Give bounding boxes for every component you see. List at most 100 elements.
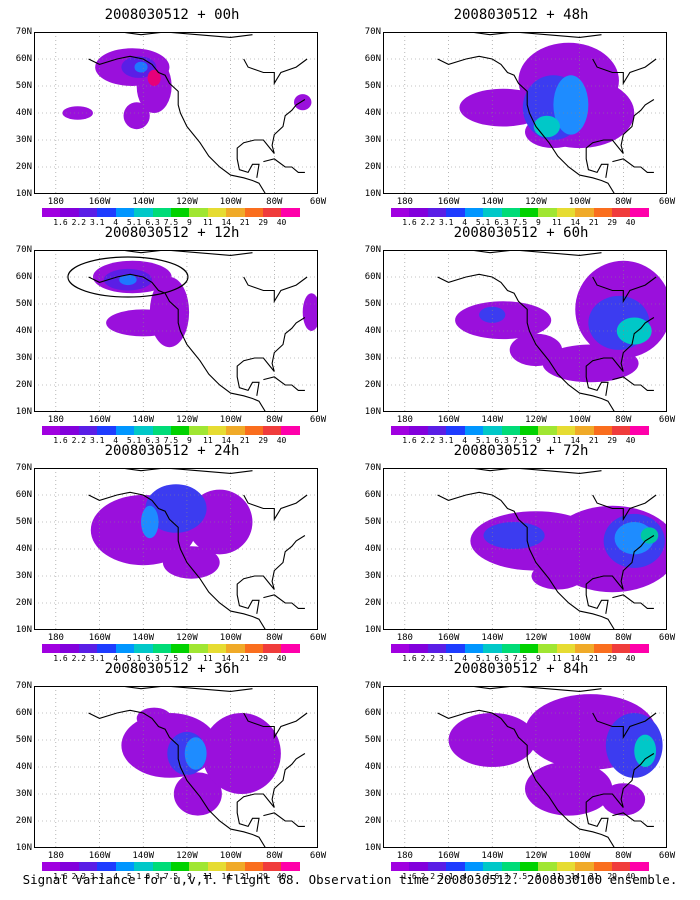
- colorbar-swatch: [207, 208, 227, 217]
- panel-title: 2008030512 + 24h: [104, 443, 240, 459]
- lon-label: 160W: [437, 851, 460, 861]
- colorbar-swatch: [575, 208, 594, 217]
- variance-contour: [525, 761, 613, 816]
- colorbar-label: 9: [187, 654, 192, 663]
- map-panel: 2008030512 + 00h 70N 60N 50N 40N 30N 20N 10N 180…: [2, 6, 342, 227]
- colorbar-label: 1.6: [402, 436, 417, 445]
- colorbar-swatch: [152, 644, 171, 653]
- colorbar-label: 5.1: [475, 218, 491, 227]
- colorbar-label: 14: [221, 218, 232, 227]
- lon-label: 100W: [219, 633, 242, 643]
- colorbar-swatch: [575, 862, 594, 871]
- variance-contour: [455, 301, 552, 340]
- colorbar-label: 5.1: [475, 436, 491, 445]
- colorbar-label: 21: [239, 654, 250, 663]
- variance-contour: [145, 484, 207, 533]
- colorbar-label: 5.1: [475, 654, 491, 663]
- lon-label: 180: [47, 197, 64, 207]
- colorbar-label: 6.3: [145, 872, 160, 881]
- lat-label: 10N: [15, 189, 32, 199]
- lon-label: 60W: [658, 415, 676, 425]
- colorbar-swatch: [483, 208, 502, 217]
- colorbar-label: 14: [221, 654, 232, 663]
- colorbar-label: 6.3: [145, 218, 160, 227]
- coastline: [448, 32, 602, 38]
- coastline: [612, 594, 654, 609]
- coastline: [592, 58, 657, 86]
- variance-contour: [202, 713, 281, 794]
- coastline: [612, 812, 654, 827]
- colorbar-label: 4: [462, 436, 468, 445]
- lat-label: 10N: [15, 843, 32, 853]
- colorbar-label: 1.6: [53, 654, 68, 663]
- lon-label: 80W: [615, 851, 632, 861]
- lon-label: 60W: [658, 197, 676, 207]
- colorbar-label: 6.3: [145, 436, 160, 445]
- colorbar-label: 21: [588, 654, 599, 663]
- lat-label: 50N: [15, 81, 32, 91]
- variance-contour: [634, 734, 657, 767]
- lat-label: 30N: [364, 135, 381, 145]
- colorbar-label: 2.2: [71, 872, 87, 881]
- colorbar-label: 11: [203, 872, 213, 881]
- colorbar: [42, 644, 300, 653]
- lon-label: 80W: [615, 197, 632, 207]
- colorbar-swatch: [42, 644, 61, 653]
- map-panel: 2008030512 + 36h 70N 60N 50N 40N 30N 20N 10N 180…: [2, 660, 342, 881]
- colorbar-label: 11: [552, 872, 562, 881]
- colorbar-label: 2.2: [71, 654, 87, 663]
- lon-label: 60W: [658, 851, 676, 861]
- map-panel: 2008030512 + 48h 70N 60N 50N 40N 30N 20N 10N 180…: [351, 6, 691, 227]
- colorbar-label: 2.2: [420, 218, 436, 227]
- lat-label: 40N: [15, 762, 32, 772]
- colorbar-label: 40: [276, 218, 287, 227]
- colorbar-swatch: [281, 208, 300, 217]
- colorbar-label: 29: [607, 872, 617, 881]
- lon-label: 160W: [437, 197, 460, 207]
- colorbar-swatch: [612, 426, 631, 435]
- colorbar-label: 21: [239, 872, 250, 881]
- colorbar-label: 40: [625, 654, 636, 663]
- colorbar-label: 9: [536, 872, 541, 881]
- lat-label: 20N: [15, 380, 32, 390]
- colorbar-swatch: [593, 426, 613, 435]
- colorbar-label: 29: [607, 654, 617, 663]
- map-panel: 2008030512 + 24h 70N 60N 50N 40N 30N 20N 10N 180…: [2, 442, 342, 663]
- lon-label: 140W: [132, 851, 155, 861]
- coastline: [99, 250, 253, 256]
- lat-label: 70N: [15, 681, 32, 691]
- colorbar-swatch: [78, 208, 98, 217]
- colorbar-swatch: [152, 426, 171, 435]
- colorbar-label: 2.2: [420, 436, 436, 445]
- colorbar: [42, 426, 300, 435]
- map-frame: [34, 32, 318, 194]
- colorbar-swatch: [244, 644, 264, 653]
- colorbar-label: 3.1: [439, 654, 454, 663]
- lon-label: 80W: [266, 851, 283, 861]
- coastline: [243, 712, 308, 740]
- colorbar: [42, 862, 300, 871]
- colorbar-label: 2.2: [420, 654, 436, 663]
- colorbar-swatch: [226, 862, 245, 871]
- colorbar-label: 1.6: [53, 872, 68, 881]
- variance-contour: [134, 61, 148, 73]
- colorbar-label: 14: [570, 654, 581, 663]
- coastline: [437, 709, 616, 848]
- colorbar-label: 1.6: [402, 654, 417, 663]
- lon-label: 160W: [437, 633, 460, 643]
- lon-label: 100W: [568, 197, 591, 207]
- lon-label: 140W: [481, 851, 504, 861]
- colorbar-label: 7.5: [512, 872, 528, 881]
- colorbar-label: 7.5: [512, 218, 528, 227]
- colorbar-swatch: [42, 208, 61, 217]
- lat-label: 30N: [15, 135, 32, 145]
- coastline: [88, 55, 267, 194]
- lat-label: 10N: [364, 407, 381, 417]
- colorbar-swatch: [427, 426, 447, 435]
- colorbar-label: 1.6: [53, 436, 68, 445]
- colorbar-swatch: [115, 862, 135, 871]
- lon-label: 100W: [568, 633, 591, 643]
- colorbar-swatch: [483, 644, 502, 653]
- colorbar-swatch: [501, 644, 520, 653]
- highlight-circle: [67, 256, 189, 298]
